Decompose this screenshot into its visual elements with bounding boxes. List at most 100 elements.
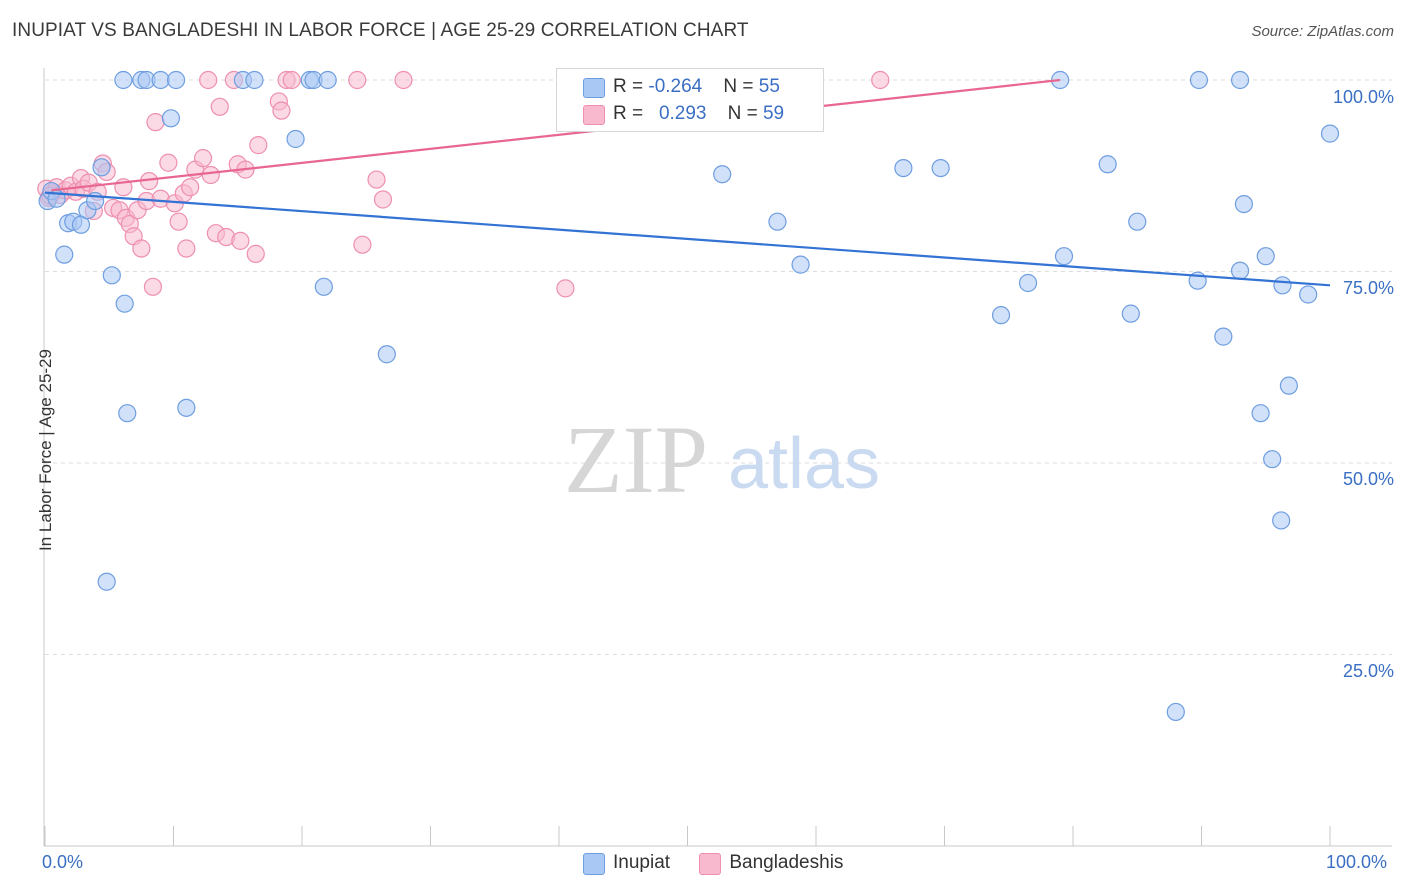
inupiat-point bbox=[286, 129, 305, 149]
y-tick-75: 75.0% bbox=[1342, 278, 1394, 298]
bangladeshi-swatch bbox=[583, 105, 605, 125]
inupiat-swatch bbox=[583, 78, 605, 98]
x-tick-min: 0.0% bbox=[42, 852, 84, 872]
inupiat-point bbox=[1054, 247, 1074, 266]
bangladeshi-point bbox=[556, 279, 575, 298]
inupiat-point bbox=[1299, 285, 1318, 304]
inupiat-point bbox=[161, 109, 181, 128]
bangladeshi-point bbox=[146, 113, 165, 132]
r-value-bangladeshi: 0.293 bbox=[658, 103, 707, 124]
legend-label-inupiat: Inupiat bbox=[613, 852, 671, 873]
inupiat-point bbox=[118, 404, 137, 423]
bangladeshi-point bbox=[249, 136, 268, 155]
bangladeshi-point bbox=[367, 170, 386, 189]
source-label: Source: ZipAtlas.com bbox=[1251, 23, 1394, 40]
inupiat-point bbox=[1272, 511, 1291, 530]
bangladeshi-point bbox=[199, 70, 218, 90]
inupiat-point bbox=[1214, 327, 1233, 346]
inupiat-point bbox=[1230, 261, 1250, 280]
bangladeshi-swatch bbox=[699, 853, 722, 875]
bangladeshi-point bbox=[177, 239, 196, 258]
y-tick-25: 25.0% bbox=[1342, 661, 1394, 681]
watermark-atlas: atlas bbox=[728, 424, 880, 504]
bangladeshi-points bbox=[37, 70, 890, 298]
bangladeshi-point bbox=[181, 178, 200, 197]
y-tick-50: 50.0% bbox=[1342, 469, 1394, 489]
inupiat-point bbox=[166, 70, 186, 90]
r-value-inupiat: -0.264 bbox=[648, 76, 703, 97]
inupiat-point bbox=[151, 70, 170, 90]
bangladeshi-point bbox=[143, 277, 163, 296]
inupiat-point bbox=[931, 158, 950, 178]
bangladeshi-point bbox=[394, 70, 413, 90]
r-label: R = bbox=[613, 103, 649, 124]
watermark-zip: ZIP bbox=[564, 406, 708, 513]
inupiat-point bbox=[377, 345, 396, 364]
inupiat-point bbox=[245, 70, 264, 90]
legend-item-inupiat[interactable]: Inupiat bbox=[583, 852, 671, 875]
watermark: ZIP atlas bbox=[564, 406, 880, 513]
y-axis-label: In Labor Force | Age 25-29 bbox=[36, 349, 55, 551]
inupiat-point bbox=[318, 70, 337, 90]
inupiat-point bbox=[1279, 376, 1298, 395]
bangladeshi-point bbox=[353, 235, 372, 254]
inupiat-point bbox=[1320, 124, 1340, 143]
inupiat-point bbox=[1230, 70, 1250, 90]
inupiat-point bbox=[991, 306, 1011, 325]
n-label: N = bbox=[727, 103, 763, 124]
inupiat-point bbox=[1098, 155, 1117, 174]
inupiat-point bbox=[177, 398, 196, 417]
bangladeshi-point bbox=[871, 70, 890, 90]
bangladeshi-point bbox=[193, 149, 213, 168]
inupiat-point bbox=[1018, 273, 1038, 293]
trend-lines bbox=[44, 78, 1331, 287]
inupiat-point bbox=[791, 255, 810, 274]
inupiat-point bbox=[115, 294, 134, 313]
bangladeshi-trend-line bbox=[51, 78, 1061, 192]
bangladeshi-point bbox=[159, 153, 178, 172]
y-tick-100: 100.0% bbox=[1332, 87, 1394, 107]
inupiat-point bbox=[1256, 247, 1275, 266]
r-label: R = bbox=[613, 76, 649, 97]
inupiat-point bbox=[1128, 212, 1147, 231]
inupiat-point bbox=[55, 245, 74, 264]
bangladeshi-point bbox=[169, 212, 188, 231]
n-value-inupiat: 55 bbox=[758, 76, 780, 97]
axes bbox=[43, 68, 1392, 847]
inupiat-point bbox=[1234, 194, 1254, 214]
inupiat-point bbox=[894, 158, 913, 178]
inupiat-point bbox=[1251, 404, 1270, 423]
inupiat-point bbox=[1263, 450, 1282, 469]
x-tick-max: 100.0% bbox=[1326, 852, 1388, 872]
chart-title: INUPIAT VS BANGLADESHI IN LABOR FORCE | … bbox=[12, 20, 749, 41]
legend-item-bangladeshis[interactable]: Bangladeshis bbox=[699, 852, 844, 875]
bangladeshi-point bbox=[132, 239, 151, 258]
inupiat-swatch bbox=[583, 853, 605, 875]
bangladeshi-point bbox=[272, 101, 291, 120]
inupiat-point bbox=[314, 277, 333, 296]
inupiat-trend-line bbox=[44, 191, 1331, 287]
bangladeshi-point bbox=[348, 70, 367, 90]
inupiat-point bbox=[1121, 304, 1140, 323]
inupiat-point bbox=[768, 212, 787, 231]
inupiat-point bbox=[102, 266, 121, 285]
inupiat-points bbox=[38, 70, 1340, 722]
correlation-legend: R = -0.264 N = 55 R = 0.293 N = 59 bbox=[556, 68, 824, 132]
bangladeshi-point bbox=[231, 231, 250, 250]
inupiat-point bbox=[114, 70, 133, 90]
bangladeshi-point bbox=[201, 165, 220, 185]
bangladeshi-point bbox=[282, 70, 301, 90]
series-legend: Inupiat Bangladeshis bbox=[583, 852, 867, 875]
bangladeshi-point bbox=[246, 244, 265, 263]
inupiat-point bbox=[1273, 276, 1292, 295]
bangladeshi-point bbox=[373, 190, 393, 209]
inupiat-point bbox=[92, 158, 111, 177]
inupiat-point bbox=[1189, 70, 1209, 90]
n-value-bangladeshi: 59 bbox=[762, 103, 785, 124]
inupiat-point bbox=[97, 572, 116, 591]
bangladeshi-point bbox=[210, 97, 229, 116]
legend-label-bangladeshis: Bangladeshis bbox=[729, 852, 844, 873]
inupiat-point bbox=[1166, 702, 1185, 722]
inupiat-point bbox=[713, 165, 732, 184]
